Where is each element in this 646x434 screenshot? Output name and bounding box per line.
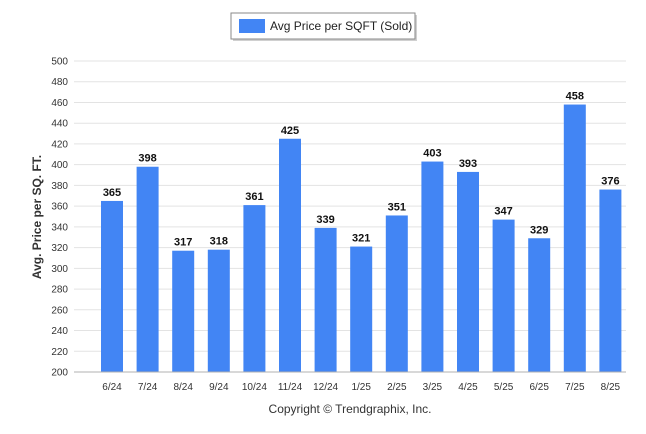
x-tick-label: 7/24 xyxy=(138,382,158,393)
y-axis-label: Avg. Price per SQ. FT. xyxy=(30,155,44,279)
x-tick-label: 6/25 xyxy=(529,382,549,393)
y-tick-label: 320 xyxy=(51,243,68,254)
x-tick-label: 6/24 xyxy=(102,382,122,393)
bar xyxy=(243,205,266,372)
legend-label: Avg Price per SQFT (Sold) xyxy=(270,19,412,33)
bar xyxy=(314,227,337,372)
data-label: 317 xyxy=(174,237,192,249)
data-label: 376 xyxy=(601,176,619,188)
y-tick-label: 420 xyxy=(51,139,68,150)
data-label: 398 xyxy=(138,153,156,165)
copyright-footer: Copyright © Trendgraphix, Inc. xyxy=(269,402,432,416)
bars xyxy=(101,104,622,372)
bar xyxy=(599,189,622,372)
y-tick-label: 220 xyxy=(51,347,68,358)
x-axis-ticks: 6/24 7/24 8/24 9/24 10/24 11/24 12/24 1/25 2/25 3… xyxy=(102,382,620,393)
legend: Avg Price per SQFT (Sold) xyxy=(230,12,417,41)
y-tick-label: 480 xyxy=(51,77,68,88)
x-tick-label: 7/25 xyxy=(565,382,585,393)
bar xyxy=(101,200,123,372)
bar xyxy=(279,138,301,372)
x-tick-label: 11/24 xyxy=(278,382,303,393)
x-tick-label: 3/25 xyxy=(423,382,443,393)
y-tick-label: 260 xyxy=(51,305,68,316)
y-tick-label: 460 xyxy=(51,98,68,109)
data-label: 403 xyxy=(423,148,441,160)
bar xyxy=(492,219,515,372)
bar xyxy=(136,166,159,372)
data-label: 339 xyxy=(316,214,334,226)
bar xyxy=(528,238,551,372)
y-tick-label: 360 xyxy=(51,202,68,213)
data-label: 425 xyxy=(281,125,299,137)
x-tick-label: 8/24 xyxy=(173,382,193,393)
data-label: 329 xyxy=(530,224,548,236)
y-tick-label: 440 xyxy=(51,119,68,130)
y-tick-label: 340 xyxy=(51,222,68,233)
bar xyxy=(207,249,230,372)
data-label: 365 xyxy=(103,187,121,199)
bar xyxy=(350,246,373,372)
y-tick-label: 300 xyxy=(51,264,68,275)
data-label: 393 xyxy=(459,158,477,170)
x-tick-label: 9/24 xyxy=(209,382,229,393)
x-tick-label: 1/25 xyxy=(351,382,371,393)
bar xyxy=(385,215,408,372)
legend-swatch xyxy=(239,19,265,33)
bar xyxy=(172,250,195,372)
y-tick-label: 400 xyxy=(51,160,68,171)
y-tick-label: 500 xyxy=(51,57,68,68)
data-label: 361 xyxy=(245,191,263,203)
data-labels: 365 398 317 318 361 425 339 321 351 403 393 347 329 4… xyxy=(103,91,620,249)
data-label: 458 xyxy=(566,91,584,103)
bar xyxy=(421,161,444,372)
data-label: 321 xyxy=(352,233,370,245)
data-label: 318 xyxy=(210,236,228,248)
bar xyxy=(563,104,586,372)
x-tick-label: 8/25 xyxy=(601,382,621,393)
x-tick-label: 5/25 xyxy=(494,382,514,393)
y-tick-label: 280 xyxy=(51,285,68,296)
x-tick-label: 4/25 xyxy=(458,382,478,393)
bar xyxy=(457,171,479,372)
x-tick-label: 10/24 xyxy=(242,382,267,393)
y-axis-ticks: 200 220 240 260 280 300 320 340 360 380 400 420 440 4… xyxy=(51,57,68,379)
y-tick-label: 380 xyxy=(51,181,68,192)
x-tick-label: 2/25 xyxy=(387,382,407,393)
x-tick-label: 12/24 xyxy=(313,382,338,393)
data-label: 351 xyxy=(388,201,406,213)
y-tick-label: 200 xyxy=(51,368,68,379)
y-tick-label: 240 xyxy=(51,326,68,337)
data-label: 347 xyxy=(494,206,512,218)
